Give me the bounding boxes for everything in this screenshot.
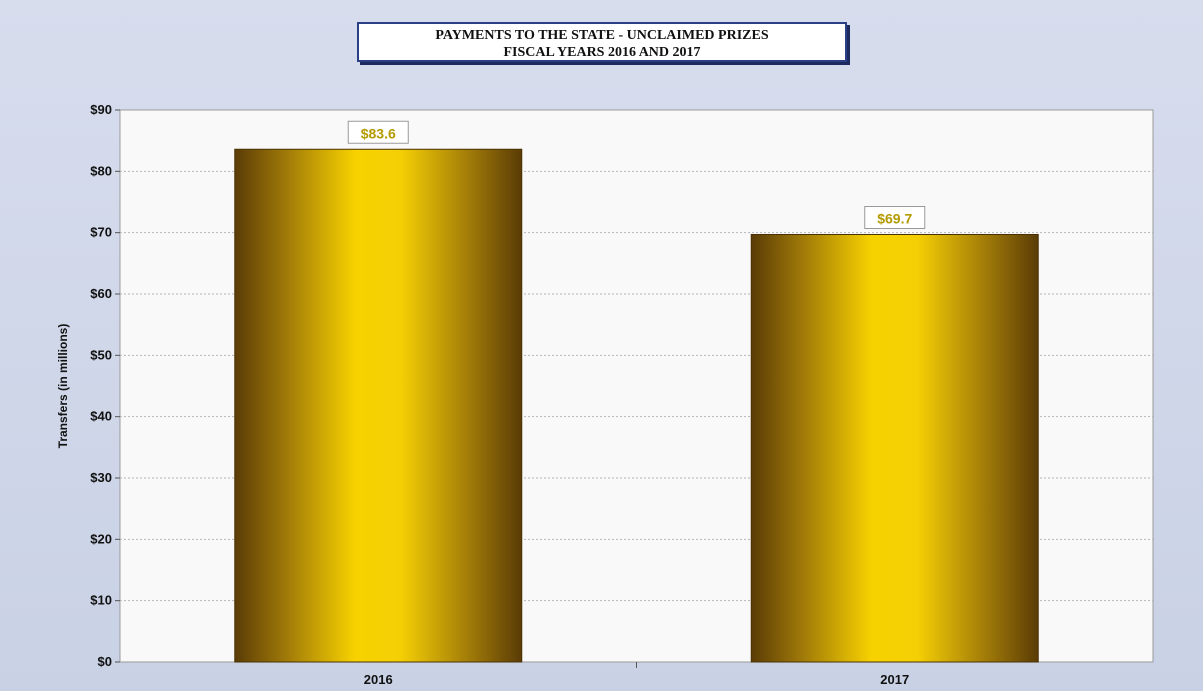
x-axis-ticks: 2016 2017 [364,662,909,687]
y-axis-label: Transfers (in millions) [56,324,70,449]
data-label-box [864,206,926,230]
y-tick-label: $40 [90,409,112,424]
data-label-box [347,120,409,144]
y-tick-label: $80 [90,163,112,178]
x-tick-label-2016: 2016 [364,672,393,687]
y-tick-label: $60 [90,286,112,301]
data-label-2017: $69.7 [877,211,912,227]
bar-2017 [750,234,1039,663]
y-tick-label: $0 [98,654,112,669]
y-tick-label: $10 [90,593,112,608]
chart-title-box: PAYMENTS TO THE STATE - UNCLAIMED PRIZES… [357,22,847,62]
y-tick-label: $50 [90,347,112,362]
bars [234,148,1039,663]
y-axis-ticks: $0 $10 $20 $30 $40 $50 $60 $70 $80 $90 [90,102,120,669]
bar-2016 [234,148,523,663]
y-tick-label: $30 [90,470,112,485]
y-tick-label: $90 [90,102,112,117]
y-tick-label: $20 [90,531,112,546]
chart-title: PAYMENTS TO THE STATE - UNCLAIMED PRIZES [435,28,769,43]
y-tick-label: $70 [90,225,112,240]
data-label-2016: $83.6 [361,125,396,141]
data-labels: $83.6 $69.7 [347,120,926,230]
x-tick-label-2017: 2017 [880,672,909,687]
chart-subtitle: FISCAL YEARS 2016 AND 2017 [503,45,701,60]
